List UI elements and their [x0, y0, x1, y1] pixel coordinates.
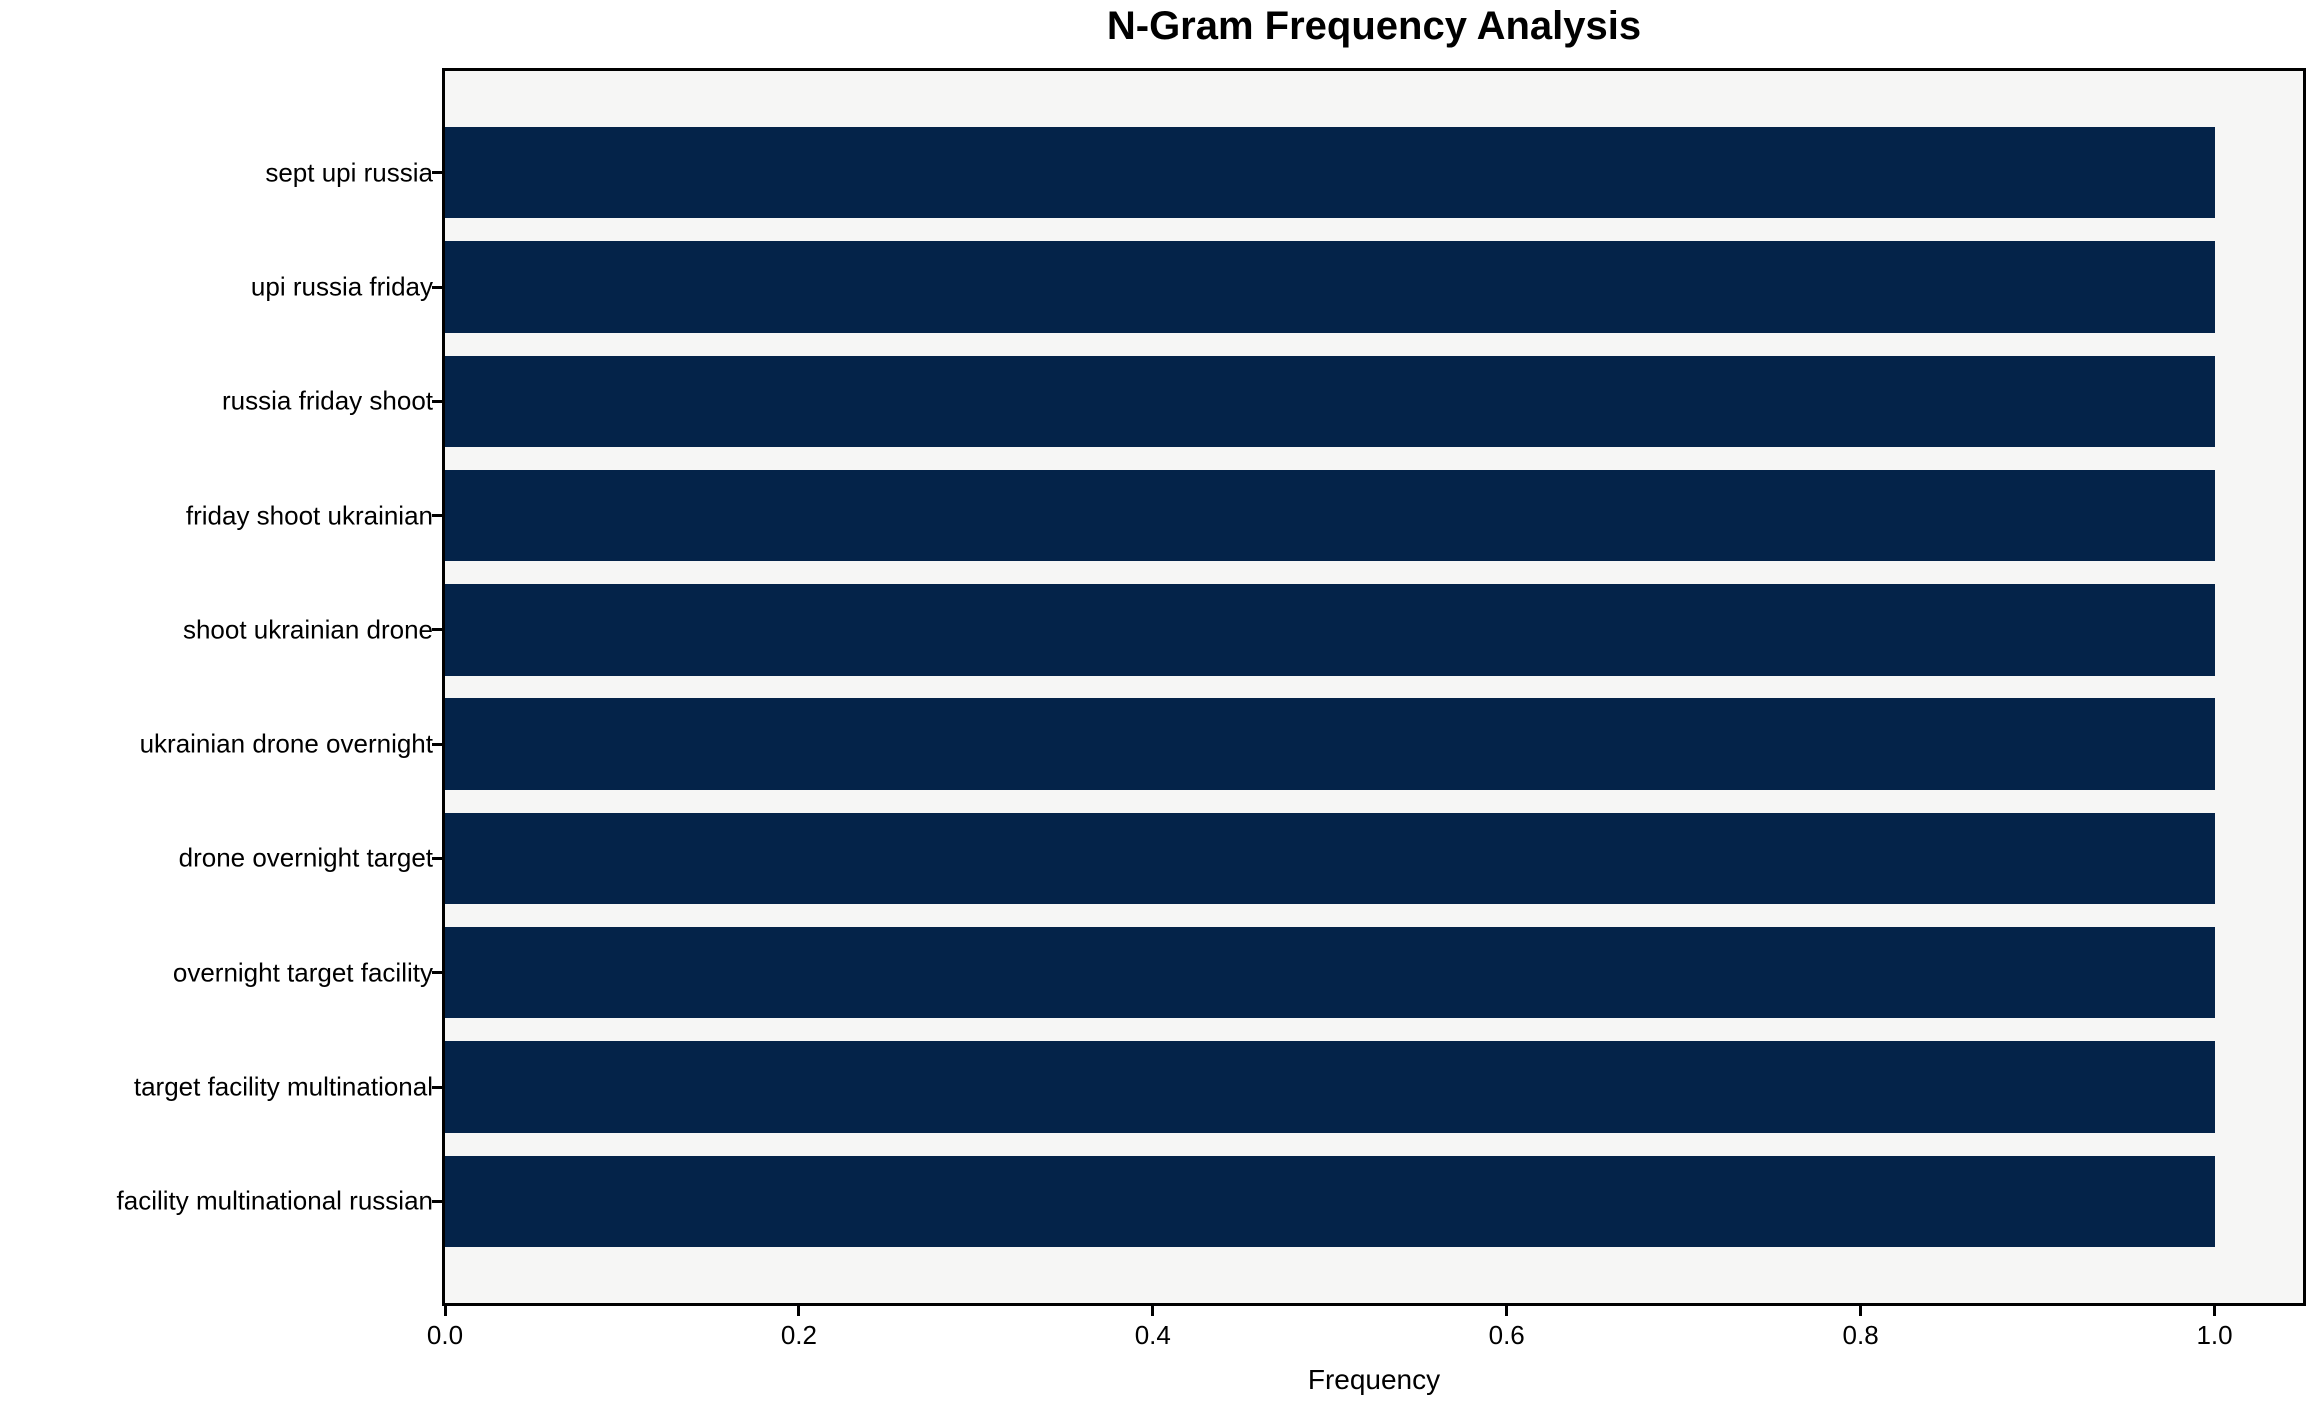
y-tick-label: ukrainian drone overnight	[139, 728, 433, 759]
y-tick-mark	[432, 514, 442, 518]
x-tick-mark	[1505, 1306, 1509, 1316]
bar	[445, 1155, 2215, 1247]
x-tick-label: 0.2	[780, 1320, 817, 1350]
y-tick-label: sept upi russia	[265, 157, 433, 188]
bar	[445, 927, 2215, 1019]
x-tick-mark	[2213, 1306, 2217, 1316]
bar	[445, 241, 2215, 333]
y-tick-label: target facility multinational	[133, 1071, 433, 1102]
bar	[445, 469, 2215, 562]
bar	[445, 812, 2215, 905]
x-tick-label: 1.0	[2196, 1320, 2233, 1350]
x-tick-mark	[797, 1306, 801, 1316]
x-tick-label: 0.0	[426, 1320, 464, 1350]
x-tick-mark	[1859, 1306, 1863, 1316]
y-tick-mark	[432, 971, 442, 975]
y-tick-label: upi russia friday	[250, 271, 433, 302]
y-tick-mark	[432, 1199, 442, 1203]
x-tick-label: 0.6	[1488, 1320, 1525, 1350]
bar	[445, 127, 2215, 219]
chart-title: N-Gram Frequency Analysis	[1106, 4, 1642, 48]
x-tick-label: 0.4	[1134, 1320, 1171, 1350]
y-tick-label: shoot ukrainian drone	[182, 614, 433, 645]
y-tick-mark	[432, 856, 442, 860]
y-tick-mark	[432, 285, 442, 289]
y-tick-mark	[432, 399, 442, 403]
y-tick-label: drone overnight target	[178, 842, 433, 873]
x-axis-label: Frequency	[1307, 1364, 1441, 1395]
x-tick-label: 0.8	[1842, 1320, 1879, 1350]
y-tick-mark	[432, 628, 442, 632]
y-tick-label: russia friday shoot	[222, 385, 433, 416]
bar	[445, 698, 2215, 790]
bar	[445, 1041, 2215, 1133]
y-tick-mark	[432, 171, 442, 175]
bar	[445, 584, 2215, 676]
x-tick-mark	[443, 1306, 447, 1316]
y-tick-label: facility multinational russian	[116, 1185, 433, 1216]
y-tick-label: friday shoot ukrainian	[185, 500, 433, 531]
x-tick-mark	[1151, 1306, 1155, 1316]
y-tick-mark	[432, 1085, 442, 1089]
bar	[445, 355, 2215, 447]
y-tick-label: overnight target facility	[172, 957, 433, 988]
y-tick-mark	[432, 742, 442, 746]
